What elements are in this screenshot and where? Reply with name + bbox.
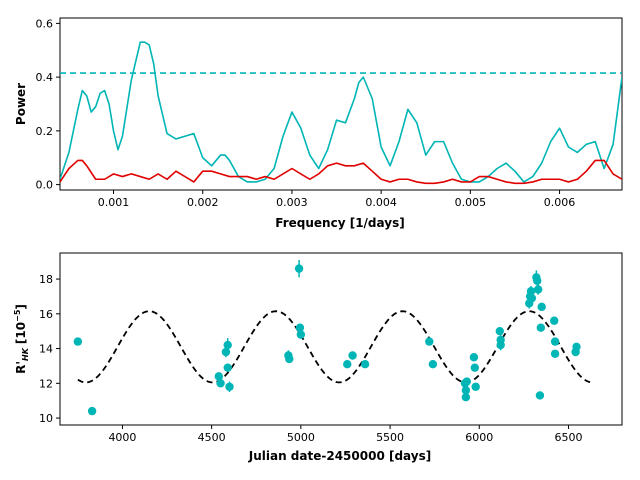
periodogram-y-tick-label: 0.4 xyxy=(36,71,54,84)
ylabel-main: R' xyxy=(14,361,28,374)
observation-point xyxy=(285,354,294,364)
timeseries-x-tick-label: 4000 xyxy=(108,431,136,444)
periodogram-y-tick-label: 0.2 xyxy=(36,125,54,138)
observation-point xyxy=(527,293,537,303)
periodogram-x-ticks: 0.001 0.002 0.003 0.004 0.005 0.006 xyxy=(98,190,576,209)
timeseries-x-tick-label: 4500 xyxy=(198,431,226,444)
periodogram-y-tick-label: 0.0 xyxy=(36,179,54,192)
periodogram-x-tick-label: 0.002 xyxy=(187,196,219,209)
observation-point xyxy=(294,264,304,273)
timeseries-plot-area xyxy=(59,252,623,426)
periodogram-series xyxy=(60,41,622,185)
periodogram-plot-area xyxy=(59,17,623,191)
periodogram-y-tick-label: 0.6 xyxy=(36,17,54,30)
observation-point xyxy=(428,359,438,369)
observation-point xyxy=(537,302,546,312)
observation-point xyxy=(469,353,479,362)
ylabel-close: ] xyxy=(14,304,28,309)
observation-point xyxy=(461,393,471,402)
observation-point xyxy=(533,285,543,294)
observation-point xyxy=(360,359,370,369)
observation-point xyxy=(572,342,581,352)
timeseries-x-axis-label: Julian date-2450000 [days] xyxy=(248,449,431,463)
observation-point xyxy=(495,326,504,336)
sinusoidal-fit-line xyxy=(77,310,594,384)
window-function-line xyxy=(60,159,622,185)
observation-point xyxy=(550,316,559,325)
timeseries-panel: 4000 4500 5000 5500 6000 6500 10 12 14 16 18 Juli… xyxy=(13,252,623,463)
timeseries-y-tick-label: 12 xyxy=(39,377,53,390)
timeseries-x-tick-label: 6500 xyxy=(554,431,582,444)
observation-point xyxy=(73,337,83,346)
timeseries-y-tick-label: 16 xyxy=(39,308,53,321)
periodogram-line xyxy=(60,41,622,183)
observation-point xyxy=(223,340,232,350)
timeseries-x-tick-label: 5500 xyxy=(376,431,404,444)
observation-point xyxy=(225,382,234,391)
observation-point xyxy=(295,323,305,332)
timeseries-x-tick-label: 5000 xyxy=(287,431,315,444)
timeseries-x-tick-label: 6000 xyxy=(465,431,493,444)
observation-point xyxy=(87,406,97,416)
observation-point xyxy=(343,359,352,369)
observation-point xyxy=(533,276,542,285)
observation-point xyxy=(216,379,225,388)
observation-point xyxy=(214,372,223,381)
observation-point xyxy=(550,337,560,346)
observation-point xyxy=(462,377,471,386)
observation-point xyxy=(461,386,471,395)
observation-point xyxy=(471,382,480,391)
periodogram-panel: 0.001 0.002 0.003 0.004 0.005 0.006 0.0 0.2 0.4… xyxy=(14,17,623,230)
observation-point xyxy=(348,351,357,360)
periodogram-x-tick-label: 0.004 xyxy=(365,196,397,209)
observation-point xyxy=(535,391,545,400)
observation-point xyxy=(296,330,306,339)
periodogram-x-axis-label: Frequency [1/days] xyxy=(275,216,404,230)
timeseries-y-tick-label: 14 xyxy=(39,343,53,356)
periodogram-x-tick-label: 0.003 xyxy=(276,196,308,209)
periodogram-x-tick-label: 0.005 xyxy=(455,196,487,209)
periodogram-x-tick-label: 0.001 xyxy=(98,196,130,209)
timeseries-y-tick-label: 10 xyxy=(39,412,53,425)
timeseries-y-tick-label: 18 xyxy=(39,273,53,286)
observation-point xyxy=(470,363,480,372)
ylabel-exponent: −5 xyxy=(13,309,22,322)
observation-point xyxy=(526,287,536,296)
ylabel-unit: [10 xyxy=(14,322,28,344)
periodogram-y-axis-label: Power xyxy=(14,83,28,125)
timeseries-series xyxy=(73,259,594,416)
observation-point xyxy=(223,363,232,372)
timeseries-x-ticks: 4000 4500 5000 5500 6000 6500 xyxy=(108,425,582,444)
observation-point xyxy=(425,337,434,346)
observation-point xyxy=(550,349,560,358)
observation-point xyxy=(536,323,546,332)
ylabel-subscript: HK xyxy=(21,347,30,361)
timeseries-y-axis-label: R'HK [10−5] xyxy=(13,304,30,374)
periodogram-y-ticks: 0.0 0.2 0.4 0.6 xyxy=(36,17,60,192)
timeseries-y-ticks: 10 12 14 16 18 xyxy=(39,273,60,425)
observation-point xyxy=(496,335,505,345)
periodogram-x-tick-label: 0.006 xyxy=(544,196,576,209)
